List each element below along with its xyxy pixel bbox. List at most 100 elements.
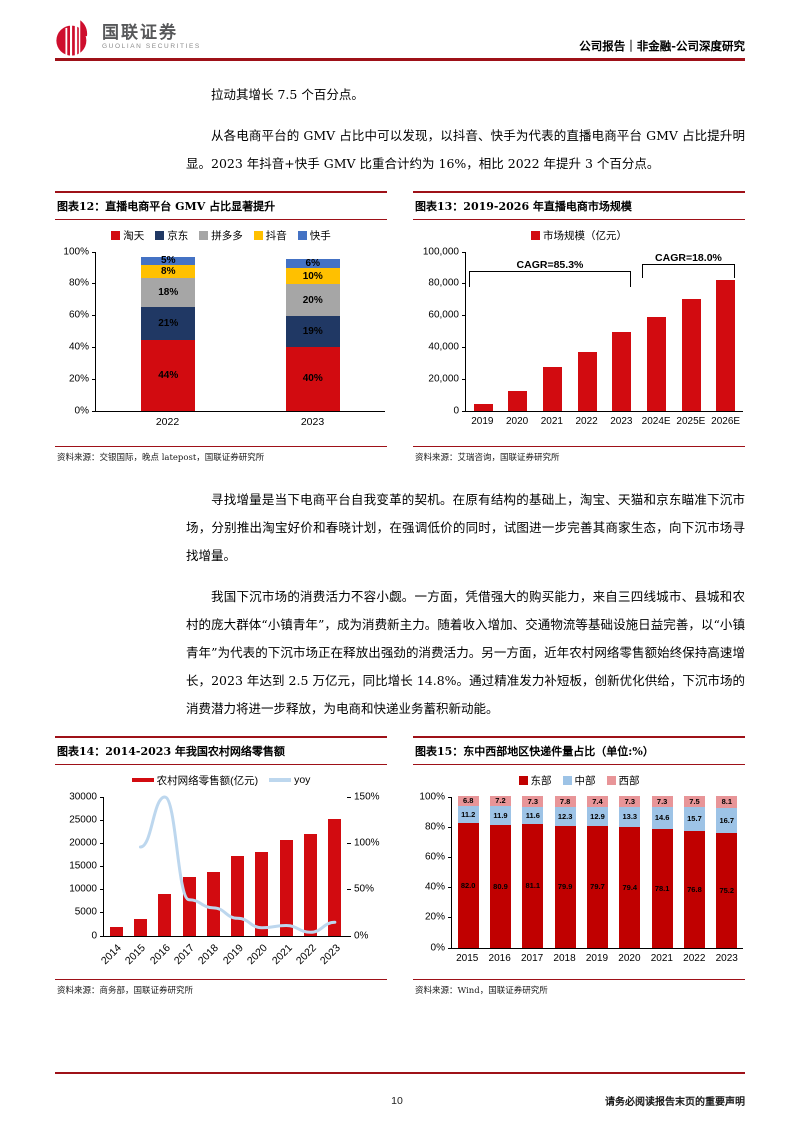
y-axis-tick-label: 0 bbox=[453, 405, 459, 416]
x-axis-label: 2021 bbox=[540, 415, 563, 427]
legend-label: 拼多多 bbox=[211, 229, 243, 242]
bar-slot bbox=[201, 797, 225, 936]
bar bbox=[508, 390, 528, 411]
bar-value-label: 8% bbox=[161, 265, 176, 277]
figure-15-title: 图表15：东中西部地区快递件量占比（单位:%） bbox=[413, 735, 745, 765]
chart-legend: 淘天 京东 拼多多 抖音 快手 bbox=[57, 228, 385, 243]
y-axis-tick bbox=[100, 819, 104, 821]
legend-item: 淘天 bbox=[111, 228, 144, 243]
bar-value-label: 12.3 bbox=[557, 812, 573, 822]
stacked-bar: 75.2 16.7 8.1 bbox=[716, 795, 738, 948]
bar-value-label: 20% bbox=[302, 294, 323, 306]
x-axis-label: 2021 bbox=[269, 941, 295, 967]
figure-13-chart: 市场规模（亿元） 100,000 80,000 60,000 40,000 20,000 0… bbox=[413, 220, 745, 446]
bar-value-label: 13.3 bbox=[622, 812, 638, 822]
bar-slot bbox=[128, 797, 152, 936]
bar bbox=[577, 352, 597, 411]
y-axis-tick bbox=[448, 917, 452, 919]
brand-name-cn: 国联证券 bbox=[102, 23, 178, 43]
plot-area: 100% 80% 60% 40% 20% 0% 44% 21% 18% 8% 5% 40% 19% 20%… bbox=[63, 246, 385, 416]
y-axis-tick-label: 20,000 bbox=[428, 373, 459, 385]
x-axis-label: 2026E bbox=[711, 415, 741, 427]
bars-layer: 44% 21% 18% 8% 5% 40% 19% 20% 10% 6% bbox=[96, 252, 385, 411]
legend-label: 京东 bbox=[167, 229, 189, 242]
bar-slot: 44% 21% 18% 8% 5% bbox=[96, 252, 241, 411]
x-axis-label: 2022 bbox=[293, 941, 319, 967]
bar-value-label: 76.8 bbox=[687, 884, 702, 894]
y-axis-tick-label: 0% bbox=[430, 942, 445, 953]
y-axis-tick-label: 20000 bbox=[69, 837, 97, 849]
y-axis-tick bbox=[100, 796, 104, 798]
x-axis-label: 2021 bbox=[650, 952, 673, 964]
bars-layer: 82.0 11.2 6.8 80.9 11.9 7.2 81.1 11.6 7.3 79.9 12.… bbox=[452, 795, 743, 948]
plot-area: 100,000 80,000 60,000 40,000 20,000 0 CAGR=85.… bbox=[423, 246, 743, 416]
legend-item: 农村网络零售额(亿元) bbox=[131, 773, 258, 788]
legend-item: 西部 bbox=[606, 773, 640, 788]
legend-color-swatch bbox=[199, 230, 209, 240]
footer-divider bbox=[55, 1072, 745, 1074]
figure-row-1: 图表12：直播电商平台 GMV 占比显著提升 淘天 京东 拼多多 抖音 快手 100% 80… bbox=[55, 190, 745, 470]
bar bbox=[279, 839, 293, 936]
x-axis-label: 2020 bbox=[506, 415, 529, 427]
bar-value-label: 44% bbox=[158, 369, 179, 381]
x-axis-labels: 2014 2015 2016 2017 2018 2019 2020 2021 2022 2023 bbox=[99, 940, 347, 976]
legend-color-swatch bbox=[111, 230, 121, 240]
bar-segment: 6% bbox=[285, 258, 340, 269]
x-axis-label: 2020 bbox=[245, 941, 271, 967]
bar-segment: 15.7 bbox=[683, 806, 705, 831]
x-axis-label: 2022 bbox=[155, 415, 180, 428]
bar-slot: 82.0 11.2 6.8 bbox=[452, 795, 484, 948]
bar-value-label: 12.9 bbox=[590, 812, 605, 822]
y-axis-tick-label: 40% bbox=[68, 341, 89, 353]
stacked-bar: 81.1 11.6 7.3 bbox=[522, 795, 544, 948]
figure-12-source: 资料来源：交银国际，晚点 latepost，国联证券研究所 bbox=[55, 445, 387, 470]
y-axis-tick-label: 60,000 bbox=[428, 309, 459, 321]
bar bbox=[328, 819, 342, 936]
figure-row-2: 图表14：2014-2023 年我国农村网络零售额 农村网络零售额(亿元) yoy… bbox=[55, 735, 745, 1003]
bar-segment: 7.2 bbox=[489, 795, 511, 807]
y-axis-tick bbox=[448, 796, 452, 798]
bar-value-label: 7.8 bbox=[559, 796, 571, 806]
y-axis-tick bbox=[347, 889, 351, 891]
x-axis-label: 2020 bbox=[618, 952, 641, 964]
bar-slot bbox=[708, 252, 743, 411]
bar-value-label: 7.4 bbox=[592, 796, 603, 806]
guolian-logo: 国联证券 GUOLIAN SECURITIES bbox=[55, 16, 201, 58]
bar-slot bbox=[153, 797, 177, 936]
legend-item: 东部 bbox=[518, 773, 552, 788]
stacked-bar: 78.1 14.6 7.3 bbox=[651, 795, 673, 948]
y-axis-tick-label: 60% bbox=[68, 309, 89, 321]
legend-color-swatch bbox=[606, 775, 616, 785]
bar-value-label: 7.3 bbox=[527, 796, 539, 806]
report-type-label: 公司报告｜非金融-公司深度研究 bbox=[579, 39, 745, 53]
x-axis-labels: 2022 2023 bbox=[95, 416, 385, 428]
bar-value-label: 81.1 bbox=[525, 881, 541, 891]
bar-value-label: 16.7 bbox=[719, 816, 735, 825]
bar-segment: 82.0 bbox=[457, 822, 479, 948]
legend-color-swatch bbox=[518, 775, 528, 785]
legend-color-swatch bbox=[155, 230, 165, 240]
bar-value-label: 10% bbox=[302, 270, 323, 282]
figure-15-chart: 东部 中部 西部 100% 80% 60% 40% 20% 0% 82.0 11.2 6.8 80.9 1… bbox=[413, 765, 745, 979]
figure-15: 图表15：东中西部地区快递件量占比（单位:%） 东部 中部 西部 100% 80% 60%… bbox=[413, 735, 745, 1003]
bar-value-label: 11.6 bbox=[525, 810, 540, 820]
x-axis-label: 2015 bbox=[456, 952, 479, 964]
bar-segment: 44% bbox=[141, 340, 196, 411]
bar-slot bbox=[323, 797, 347, 936]
header-divider bbox=[55, 58, 745, 61]
bar-value-label: 79.4 bbox=[622, 882, 638, 892]
bar-segment: 12.9 bbox=[586, 806, 608, 827]
y-axis-tick bbox=[462, 283, 466, 285]
y-axis-tick-label: 20% bbox=[68, 373, 89, 385]
y-axis-tick-label: 80% bbox=[424, 821, 445, 833]
bar-value-label: 8.1 bbox=[721, 797, 732, 807]
stacked-bar: 76.8 15.7 7.5 bbox=[683, 795, 705, 948]
bar-slot: 78.1 14.6 7.3 bbox=[646, 795, 678, 948]
paragraph-3: 寻找增量是当下电商平台自我变革的契机。在原有结构的基础上，淘宝、天猫和京东瞄准下… bbox=[186, 491, 745, 563]
stacked-bar: 79.7 12.9 7.4 bbox=[586, 795, 608, 948]
legend-item: 快手 bbox=[297, 228, 331, 243]
bar-slot bbox=[177, 797, 201, 936]
bar-segment: 76.8 bbox=[683, 830, 705, 948]
y-axis-tick-label: 100% bbox=[419, 791, 445, 802]
y-axis-tick-label: 80% bbox=[68, 277, 89, 289]
